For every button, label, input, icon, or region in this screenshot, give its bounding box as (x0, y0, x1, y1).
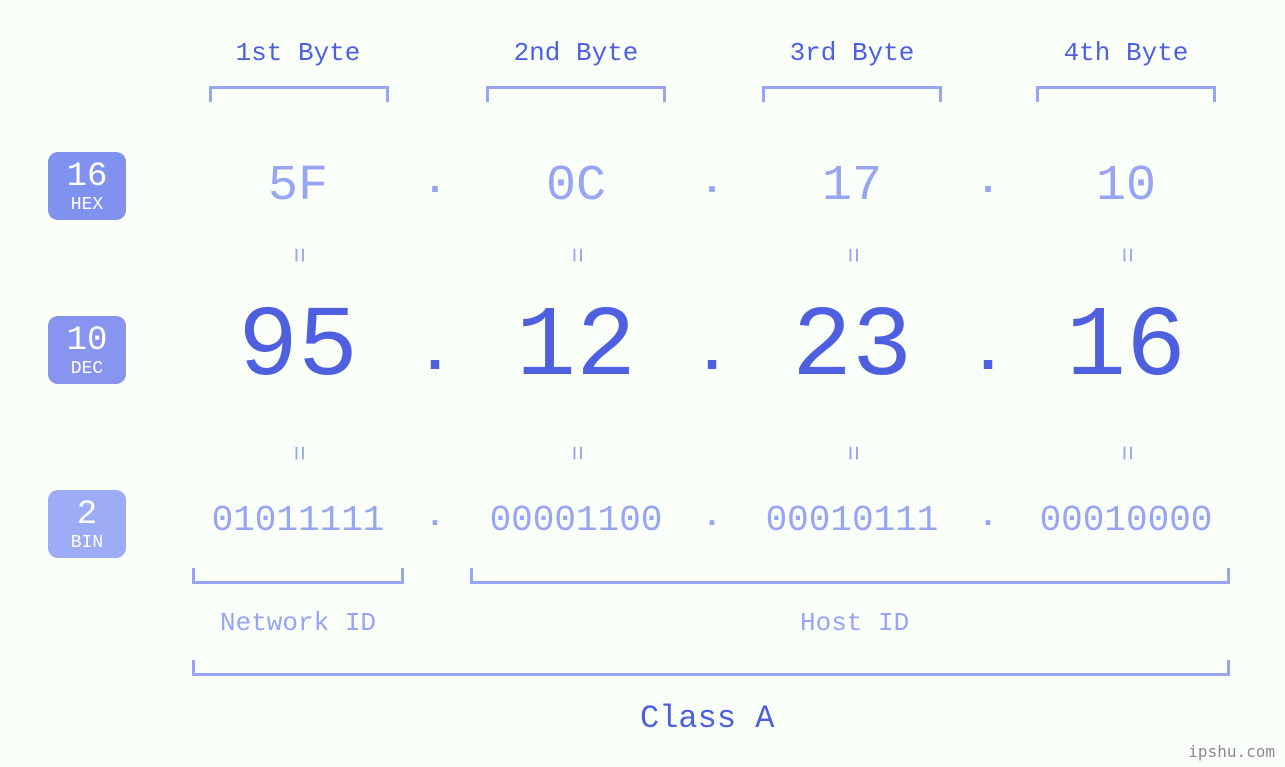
dec-octet: 12 (476, 292, 676, 405)
base-badge-hex: 16 HEX (48, 152, 126, 220)
badge-abbr: DEC (48, 360, 126, 378)
byte-label: 1st Byte (232, 38, 364, 68)
equals-glyph: = (561, 247, 591, 263)
badge-num: 2 (48, 498, 126, 532)
bin-octet: 00010111 (742, 500, 962, 541)
hex-octet: 10 (1046, 158, 1206, 215)
dec-octet: 16 (1026, 292, 1226, 405)
base-badge-dec: 10 DEC (48, 316, 126, 384)
equals-glyph: = (837, 247, 867, 263)
host-id-label: Host ID (800, 608, 909, 638)
separator-dot: . (697, 160, 727, 205)
separator-dot: . (415, 320, 455, 388)
equals-glyph: = (283, 247, 313, 263)
byte-label: 3rd Byte (786, 38, 918, 68)
byte-label: 4th Byte (1060, 38, 1192, 68)
byte-bracket (486, 86, 666, 102)
badge-abbr: HEX (48, 196, 126, 214)
separator-dot: . (697, 498, 727, 535)
badge-abbr: BIN (48, 534, 126, 552)
byte-bracket (1036, 86, 1216, 102)
dec-octet: 95 (198, 292, 398, 405)
bin-octet: 01011111 (188, 500, 408, 541)
base-badge-bin: 2 BIN (48, 490, 126, 558)
separator-dot: . (973, 498, 1003, 535)
byte-bracket (209, 86, 389, 102)
equals-glyph: = (1111, 247, 1141, 263)
class-label: Class A (640, 700, 774, 737)
separator-dot: . (973, 160, 1003, 205)
separator-dot: . (420, 160, 450, 205)
network-id-bracket (192, 568, 404, 584)
equals-glyph: = (837, 445, 867, 461)
bin-octet: 00010000 (1016, 500, 1236, 541)
dec-octet: 23 (752, 292, 952, 405)
hex-octet: 0C (496, 158, 656, 215)
separator-dot: . (968, 320, 1008, 388)
network-id-label: Network ID (220, 608, 376, 638)
separator-dot: . (692, 320, 732, 388)
hex-octet: 5F (218, 158, 378, 215)
class-bracket (192, 660, 1230, 676)
equals-glyph: = (283, 445, 313, 461)
hex-octet: 17 (772, 158, 932, 215)
equals-glyph: = (561, 445, 591, 461)
equals-glyph: = (1111, 445, 1141, 461)
attribution-text: ipshu.com (1188, 742, 1275, 761)
byte-bracket (762, 86, 942, 102)
badge-num: 16 (48, 160, 126, 194)
byte-label: 2nd Byte (510, 38, 642, 68)
bin-octet: 00001100 (466, 500, 686, 541)
separator-dot: . (420, 498, 450, 535)
badge-num: 10 (48, 324, 126, 358)
host-id-bracket (470, 568, 1230, 584)
